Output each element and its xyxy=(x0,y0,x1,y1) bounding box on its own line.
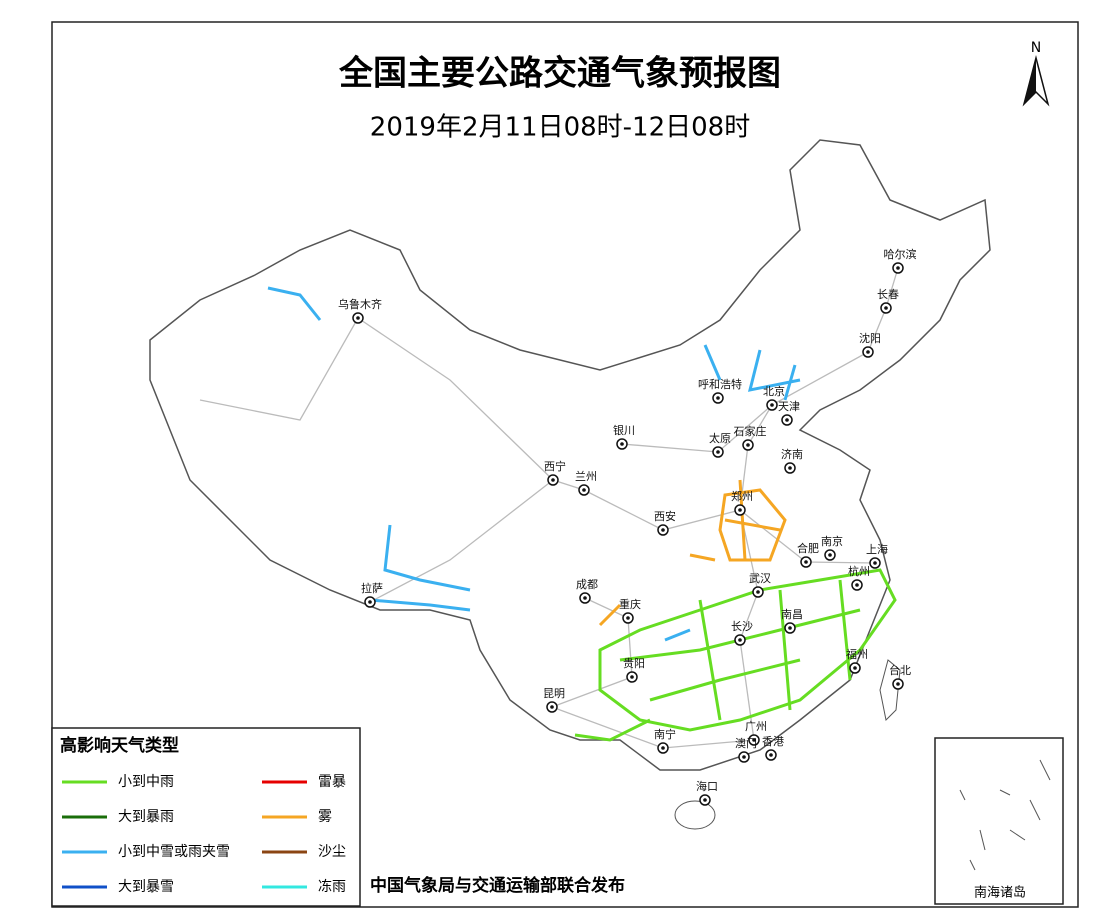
city-label: 哈尔滨 xyxy=(884,247,917,261)
city-label: 澳门 xyxy=(735,736,757,750)
city-center xyxy=(855,583,859,587)
city-center xyxy=(866,350,870,354)
city-label: 郑州 xyxy=(731,489,753,503)
city-label: 天津 xyxy=(778,400,800,413)
title: 全国主要公路交通气象预报图 xyxy=(338,54,781,94)
city-center xyxy=(896,266,900,270)
inset-label: 南海诸岛 xyxy=(974,885,1026,901)
legend-title: 高影响天气类型 xyxy=(60,735,179,756)
city-center xyxy=(769,753,773,757)
city-center xyxy=(661,746,665,750)
city-center xyxy=(896,682,900,686)
city-label: 广州 xyxy=(745,720,767,733)
city-label: 北京 xyxy=(763,384,785,398)
city-center xyxy=(716,396,720,400)
north-arrow-fill xyxy=(1024,58,1036,104)
china-outline xyxy=(149,139,991,771)
city-label: 贵阳 xyxy=(623,657,645,670)
legend-label: 大到暴雨 xyxy=(118,809,174,825)
legend-label: 沙尘 xyxy=(318,844,346,860)
city-label: 西宁 xyxy=(544,459,566,473)
city-label: 昆明 xyxy=(543,687,565,700)
legend-label: 小到中雪或雨夹雪 xyxy=(118,844,230,860)
city-label: 乌鲁木齐 xyxy=(338,297,382,311)
city-center xyxy=(738,508,742,512)
city-label: 兰州 xyxy=(575,470,597,483)
city-label: 杭州 xyxy=(848,564,870,578)
city-center xyxy=(620,442,624,446)
inset-islands xyxy=(959,759,1051,871)
city-center xyxy=(752,738,756,742)
hainan xyxy=(674,800,716,830)
subtitle: 2019年2月11日08时-12日08时 xyxy=(370,113,750,143)
city-label: 银川 xyxy=(613,423,635,437)
legend-label: 大到暴雪 xyxy=(118,879,174,895)
city-center xyxy=(873,561,877,565)
city-center xyxy=(356,316,360,320)
city-label: 合肥 xyxy=(797,541,819,555)
city-label: 石家庄 xyxy=(734,424,767,438)
city-center xyxy=(785,418,789,422)
city-label: 台北 xyxy=(889,663,911,677)
city-center xyxy=(582,488,586,492)
city-label: 香港 xyxy=(762,735,784,748)
city-label: 呼和浩特 xyxy=(698,377,742,391)
city-center xyxy=(884,306,888,310)
cities: 乌鲁木齐 哈尔滨长春沈阳呼和浩特北京天津银川太原石家庄济南西宁兰州郑州西安合肥南京… xyxy=(338,247,917,806)
legend-label: 冻雨 xyxy=(318,878,346,895)
city-label: 重庆 xyxy=(619,597,641,611)
legend-label: 雷暴 xyxy=(318,774,346,790)
roads xyxy=(199,267,899,749)
city-center xyxy=(550,705,554,709)
taiwan xyxy=(879,659,901,722)
city-label: 南宁 xyxy=(654,727,676,741)
city-label: 沈阳 xyxy=(859,331,881,345)
city-label: 成都 xyxy=(576,578,598,591)
city-center xyxy=(716,450,720,454)
city-center xyxy=(703,798,707,802)
city-center xyxy=(551,478,555,482)
publisher: 中国气象局与交通运输部联合发布 xyxy=(370,875,625,896)
city-center xyxy=(770,403,774,407)
city-center xyxy=(630,675,634,679)
city-center xyxy=(742,755,746,759)
city-center xyxy=(804,560,808,564)
city-center xyxy=(746,443,750,447)
city-center xyxy=(583,596,587,600)
inset-box xyxy=(934,737,1064,905)
city-center xyxy=(626,616,630,620)
city-label: 上海 xyxy=(866,542,888,556)
city-label: 南昌 xyxy=(781,608,803,621)
legend-label: 小到中雨 xyxy=(118,774,174,790)
city-center xyxy=(788,626,792,630)
city-label: 太原 xyxy=(709,432,731,445)
city-label: 南京 xyxy=(821,534,843,548)
city-center xyxy=(853,666,857,670)
city-label: 武汉 xyxy=(749,572,771,585)
city-label: 长沙 xyxy=(731,620,753,633)
north-label: N xyxy=(1031,40,1041,56)
city-center xyxy=(828,553,832,557)
city-center xyxy=(368,600,372,604)
city-label: 济南 xyxy=(781,447,803,461)
legend-label: 雾 xyxy=(318,809,332,825)
city-center xyxy=(661,528,665,532)
city-label: 海口 xyxy=(696,779,718,793)
city-label: 福州 xyxy=(846,647,868,661)
city-label: 西安 xyxy=(654,509,676,523)
city-center xyxy=(738,638,742,642)
city-center xyxy=(756,590,760,594)
city-label: 拉萨 xyxy=(361,581,383,595)
city-center xyxy=(788,466,792,470)
city-label: 长春 xyxy=(877,288,899,301)
